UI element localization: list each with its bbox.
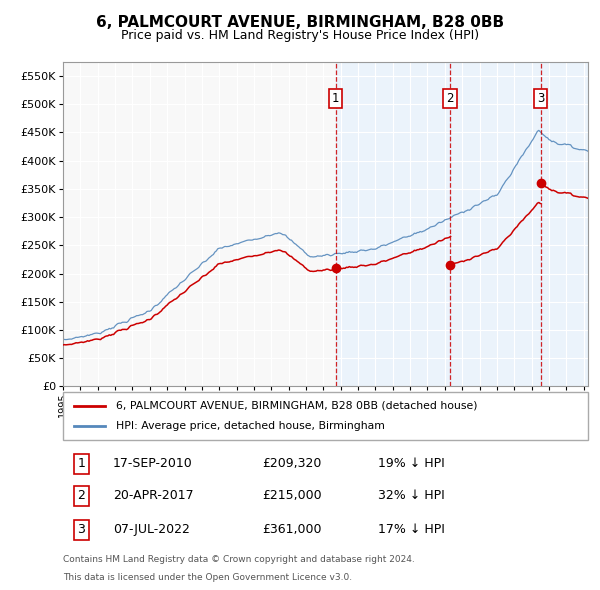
Text: £215,000: £215,000: [263, 489, 322, 502]
Text: This data is licensed under the Open Government Licence v3.0.: This data is licensed under the Open Gov…: [63, 573, 352, 582]
Text: HPI: Average price, detached house, Birmingham: HPI: Average price, detached house, Birm…: [115, 421, 385, 431]
Text: Price paid vs. HM Land Registry's House Price Index (HPI): Price paid vs. HM Land Registry's House …: [121, 30, 479, 42]
Text: 07-JUL-2022: 07-JUL-2022: [113, 523, 190, 536]
Text: 1: 1: [77, 457, 85, 470]
Text: 6, PALMCOURT AVENUE, BIRMINGHAM, B28 0BB: 6, PALMCOURT AVENUE, BIRMINGHAM, B28 0BB: [96, 15, 504, 30]
FancyBboxPatch shape: [63, 392, 588, 440]
Text: 32% ↓ HPI: 32% ↓ HPI: [378, 489, 445, 502]
Bar: [335, 62, 450, 386]
Text: 2: 2: [446, 92, 454, 105]
Text: £361,000: £361,000: [263, 523, 322, 536]
Text: 3: 3: [537, 92, 544, 105]
Text: Contains HM Land Registry data © Crown copyright and database right 2024.: Contains HM Land Registry data © Crown c…: [63, 555, 415, 564]
Text: £209,320: £209,320: [263, 457, 322, 470]
Text: 19% ↓ HPI: 19% ↓ HPI: [378, 457, 445, 470]
Text: 17% ↓ HPI: 17% ↓ HPI: [378, 523, 445, 536]
Bar: [541, 62, 588, 386]
Text: 17-SEP-2010: 17-SEP-2010: [113, 457, 193, 470]
Text: 2: 2: [77, 489, 85, 502]
Text: 1: 1: [332, 92, 340, 105]
Bar: [450, 62, 541, 386]
Text: 3: 3: [77, 523, 85, 536]
Text: 20-APR-2017: 20-APR-2017: [113, 489, 193, 502]
Text: 6, PALMCOURT AVENUE, BIRMINGHAM, B28 0BB (detached house): 6, PALMCOURT AVENUE, BIRMINGHAM, B28 0BB…: [115, 401, 477, 411]
